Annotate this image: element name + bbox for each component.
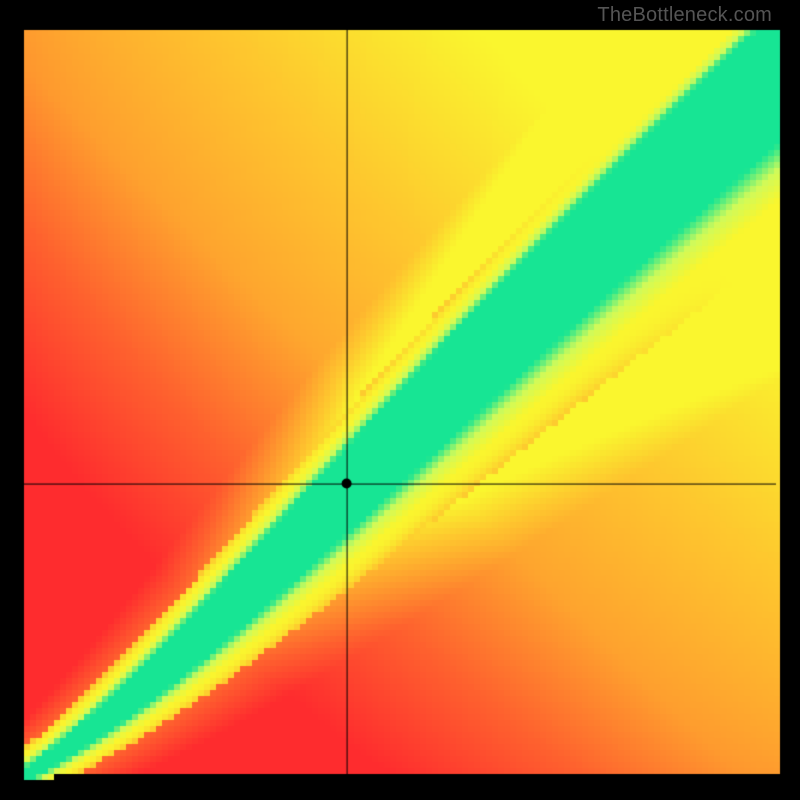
watermark-text: TheBottleneck.com (597, 4, 772, 27)
chart-container: TheBottleneck.com (0, 0, 800, 800)
bottleneck-heatmap (0, 0, 800, 800)
